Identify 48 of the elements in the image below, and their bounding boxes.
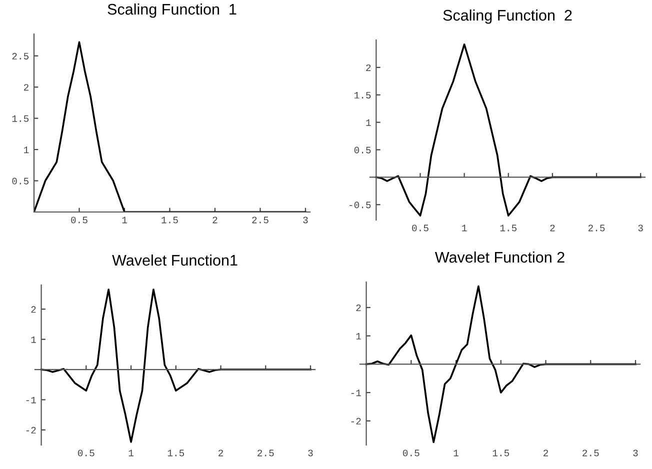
y-tick-label: -0.5 — [350, 202, 371, 208]
x-tick-label: 2 — [544, 450, 548, 456]
x-tick-label: 3 — [633, 450, 638, 456]
x-tick-label: 0.5 — [78, 450, 94, 456]
x-tick-label: 2 — [212, 216, 218, 224]
x-tick-label: 2.5 — [582, 450, 599, 456]
chart-title: Scaling Function 1 — [108, 3, 236, 18]
y-tick-label: 1 — [24, 146, 29, 154]
x-tick-label: 2 — [550, 224, 555, 232]
y-tick-label: 0.5 — [354, 146, 371, 154]
y-tick-label: 2 — [24, 84, 28, 91]
y-tick-label: 2.5 — [12, 52, 29, 60]
y-tick-label: 1 — [356, 332, 361, 340]
y-tick-label: 1.5 — [12, 115, 29, 122]
y-tick-label: 2 — [31, 306, 36, 313]
y-tick-label: 0.5 — [12, 178, 29, 184]
y-tick-label: -2 — [26, 426, 36, 434]
x-tick-label: 2.5 — [258, 450, 274, 456]
x-tick-label: 0.5 — [402, 450, 420, 456]
x-tick-label: 1.5 — [168, 450, 184, 456]
y-tick-label: 2 — [356, 304, 361, 312]
x-tick-label: 1 — [128, 450, 134, 456]
y-tick-label: 1.5 — [354, 92, 371, 98]
y-tick-label: 1 — [31, 336, 36, 343]
x-tick-label: 1 — [454, 450, 458, 456]
chart-title: Scaling Function 2 — [443, 9, 572, 24]
x-tick-label: 1 — [462, 224, 467, 232]
x-tick-label: 2 — [218, 450, 223, 456]
chart-title: Wavelet Function 2 — [434, 251, 564, 263]
x-tick-label: 2.5 — [252, 216, 268, 224]
line-series — [34, 41, 306, 212]
x-tick-label: 1.5 — [500, 224, 517, 232]
x-tick-label: 0.5 — [71, 216, 88, 224]
x-tick-label: 1 — [122, 216, 127, 224]
x-tick-label: 1.5 — [492, 450, 510, 456]
x-tick-label: 2.5 — [588, 224, 605, 232]
x-tick-label: 1.5 — [162, 216, 178, 224]
y-tick-label: 2 — [366, 64, 371, 71]
x-tick-label: 3 — [308, 450, 313, 456]
y-tick-label: -1 — [351, 390, 361, 396]
x-tick-label: 0.5 — [412, 224, 428, 232]
x-tick-label: 3 — [638, 224, 643, 232]
line-series — [40, 288, 312, 443]
chart-title: Wavelet Function1 — [112, 254, 238, 266]
y-tick-label: -2 — [351, 418, 361, 424]
y-tick-label: 1 — [366, 119, 371, 126]
y-tick-label: -1 — [26, 396, 36, 404]
x-tick-label: 3 — [303, 216, 308, 224]
